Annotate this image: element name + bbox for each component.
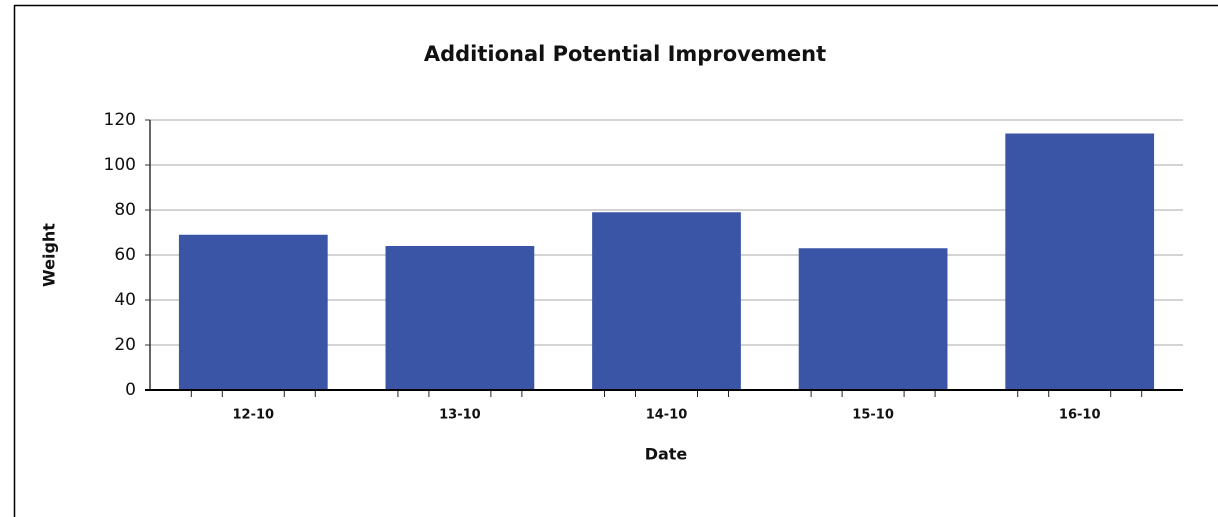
x-tick-label: 15-10: [852, 408, 894, 423]
bar: [798, 248, 948, 390]
y-tick-label: 20: [114, 335, 136, 355]
bar: [592, 212, 741, 390]
x-tick-label: 13-10: [439, 408, 481, 423]
bar: [178, 234, 328, 390]
x-axis-label: Date: [645, 445, 688, 464]
y-tick-label: 100: [104, 155, 136, 175]
x-tick-label: 14-10: [646, 408, 688, 423]
y-tick-label: 40: [114, 290, 136, 310]
x-tick-label: 12-10: [233, 408, 275, 423]
chart-title: Additional Potential Improvement: [424, 42, 826, 66]
y-tick-label: 80: [114, 200, 136, 220]
bar: [1005, 133, 1155, 390]
y-tick-label: 0: [125, 380, 136, 400]
y-axis-label: Weight: [40, 223, 59, 287]
y-tick-label: 120: [104, 110, 136, 130]
y-tick-label: 60: [114, 245, 136, 265]
bar: [385, 246, 535, 390]
x-tick-label: 16-10: [1059, 408, 1101, 423]
